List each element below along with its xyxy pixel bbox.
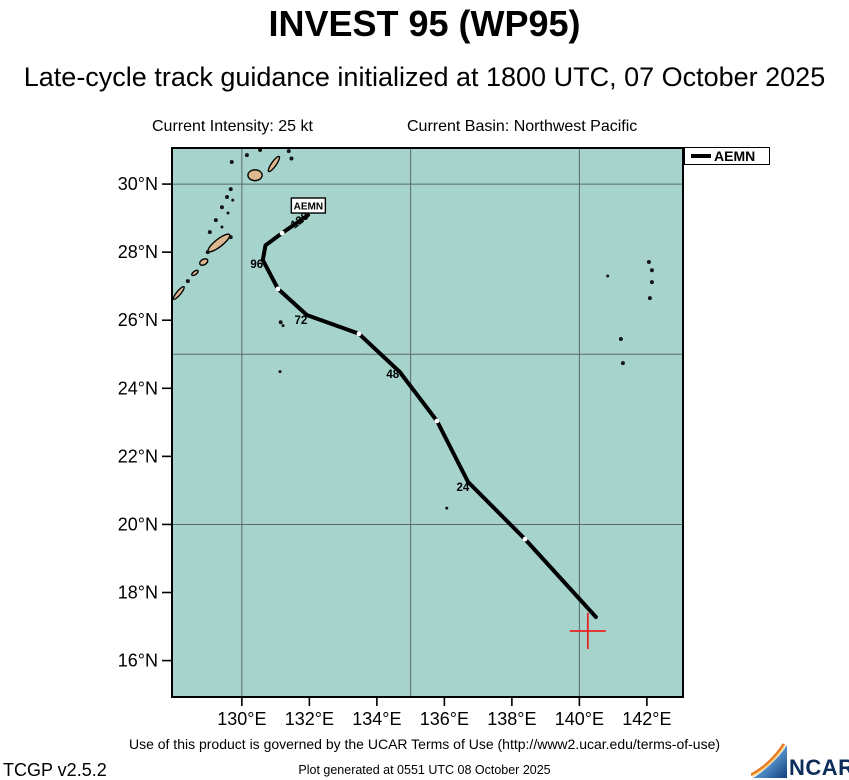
ncar-logo-rainbow-arc [751, 743, 786, 777]
plot-title: INVEST 95 (WP95) [268, 3, 581, 44]
hour-label: 96 [250, 259, 263, 271]
island-speck [281, 324, 285, 328]
island-speck [278, 320, 283, 325]
island [247, 169, 263, 182]
island-speck [286, 149, 291, 154]
track-point-dot [279, 230, 285, 236]
map-sea [172, 148, 683, 697]
island-speck [618, 336, 623, 341]
legend-line-swatch [691, 154, 711, 158]
ncar-logo-text: NCAR [789, 755, 849, 780]
track-point-dot [434, 418, 440, 424]
ncar-logo: NCAR [751, 743, 849, 780]
island-speck [220, 225, 224, 229]
hour-label: 24 [457, 482, 470, 494]
x-tick-label: 130°E [217, 709, 266, 729]
hour-label: 72 [295, 315, 308, 327]
track-end-label: AEMN [294, 201, 323, 212]
island-speck [226, 211, 230, 215]
island [267, 155, 281, 173]
island [172, 285, 185, 301]
island-speck [228, 187, 233, 192]
y-tick-label: 16°N [118, 651, 158, 671]
track-end-label-box [290, 197, 327, 214]
x-tick-label: 136°E [420, 709, 469, 729]
island-speck [229, 159, 234, 164]
x-tick-label: 138°E [487, 709, 536, 729]
island-speck [205, 250, 210, 255]
island-speck [278, 370, 282, 374]
x-tick-label: 132°E [285, 709, 334, 729]
island-speck [649, 280, 654, 285]
island-speck [228, 235, 233, 240]
island-speck [289, 156, 294, 161]
hour-label: 48 [386, 369, 399, 381]
track-point-dot [356, 331, 362, 337]
island-speck [606, 274, 610, 278]
y-tick-label: 28°N [118, 242, 158, 262]
track-point-dot [275, 286, 281, 292]
legend: AEMN [684, 147, 770, 165]
track-polyline [260, 213, 598, 619]
x-tick-label: 140°E [555, 709, 604, 729]
plot-subtitle: Late-cycle track guidance initialized at… [23, 62, 826, 92]
ncar-logo-rainbow-arc-inner [751, 744, 786, 777]
island-speck [219, 205, 224, 210]
y-tick-label: 22°N [118, 446, 158, 466]
legend-entry-aemn: AEMN [714, 148, 756, 164]
island-speck [225, 195, 230, 200]
y-tick-label: 30°N [118, 174, 158, 194]
island-speck [620, 361, 625, 366]
island-speck [647, 296, 652, 301]
island-speck [649, 268, 654, 273]
ncar-logo-swoosh [753, 745, 787, 778]
x-tick-label: 142°E [622, 709, 671, 729]
island [198, 258, 209, 266]
y-tick-label: 26°N [118, 310, 158, 330]
island [191, 269, 199, 277]
tcgp-version-label: TCGP v2.5.2 [3, 760, 107, 780]
map-frame [171, 147, 684, 698]
plot-generated-timestamp: Plot generated at 0551 UTC 08 October 20… [298, 763, 551, 777]
island-speck [213, 218, 218, 223]
x-tick-label: 134°E [352, 709, 401, 729]
island-speck [646, 260, 651, 265]
island-speck [445, 506, 449, 510]
y-tick-label: 20°N [118, 514, 158, 534]
island-speck [231, 198, 235, 202]
current-basin-label: Current Basin: Northwest Pacific [407, 118, 638, 135]
y-tick-label: 24°N [118, 378, 158, 398]
y-tick-label: 18°N [118, 583, 158, 603]
island-speck [185, 279, 190, 284]
island-speck [207, 230, 212, 235]
terms-of-use-text: Use of this product is governed by the U… [128, 736, 721, 752]
map-clipped-layer [172, 148, 683, 697]
island-speck [244, 153, 249, 158]
current-intensity-label: Current Intensity: 25 kt [152, 118, 313, 135]
track-point-dot [522, 536, 528, 542]
island-speck [258, 148, 263, 153]
